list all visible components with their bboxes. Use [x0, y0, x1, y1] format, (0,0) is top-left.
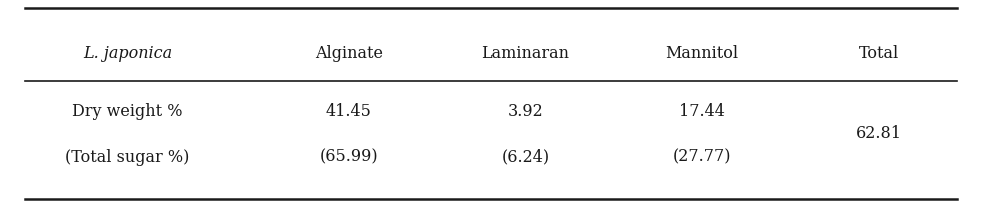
- Text: Dry weight %: Dry weight %: [73, 103, 183, 120]
- Text: (27.77): (27.77): [673, 149, 732, 166]
- Text: 3.92: 3.92: [508, 103, 543, 120]
- Text: L. japonica: L. japonica: [83, 45, 172, 62]
- Text: Total: Total: [859, 45, 899, 62]
- Text: 62.81: 62.81: [856, 126, 901, 142]
- Text: (Total sugar %): (Total sugar %): [66, 149, 190, 166]
- Text: (6.24): (6.24): [501, 149, 550, 166]
- Text: Mannitol: Mannitol: [666, 45, 738, 62]
- Text: (65.99): (65.99): [319, 149, 378, 166]
- Text: Laminaran: Laminaran: [481, 45, 570, 62]
- Text: 17.44: 17.44: [680, 103, 725, 120]
- Text: Alginate: Alginate: [314, 45, 383, 62]
- Text: 41.45: 41.45: [326, 103, 371, 120]
